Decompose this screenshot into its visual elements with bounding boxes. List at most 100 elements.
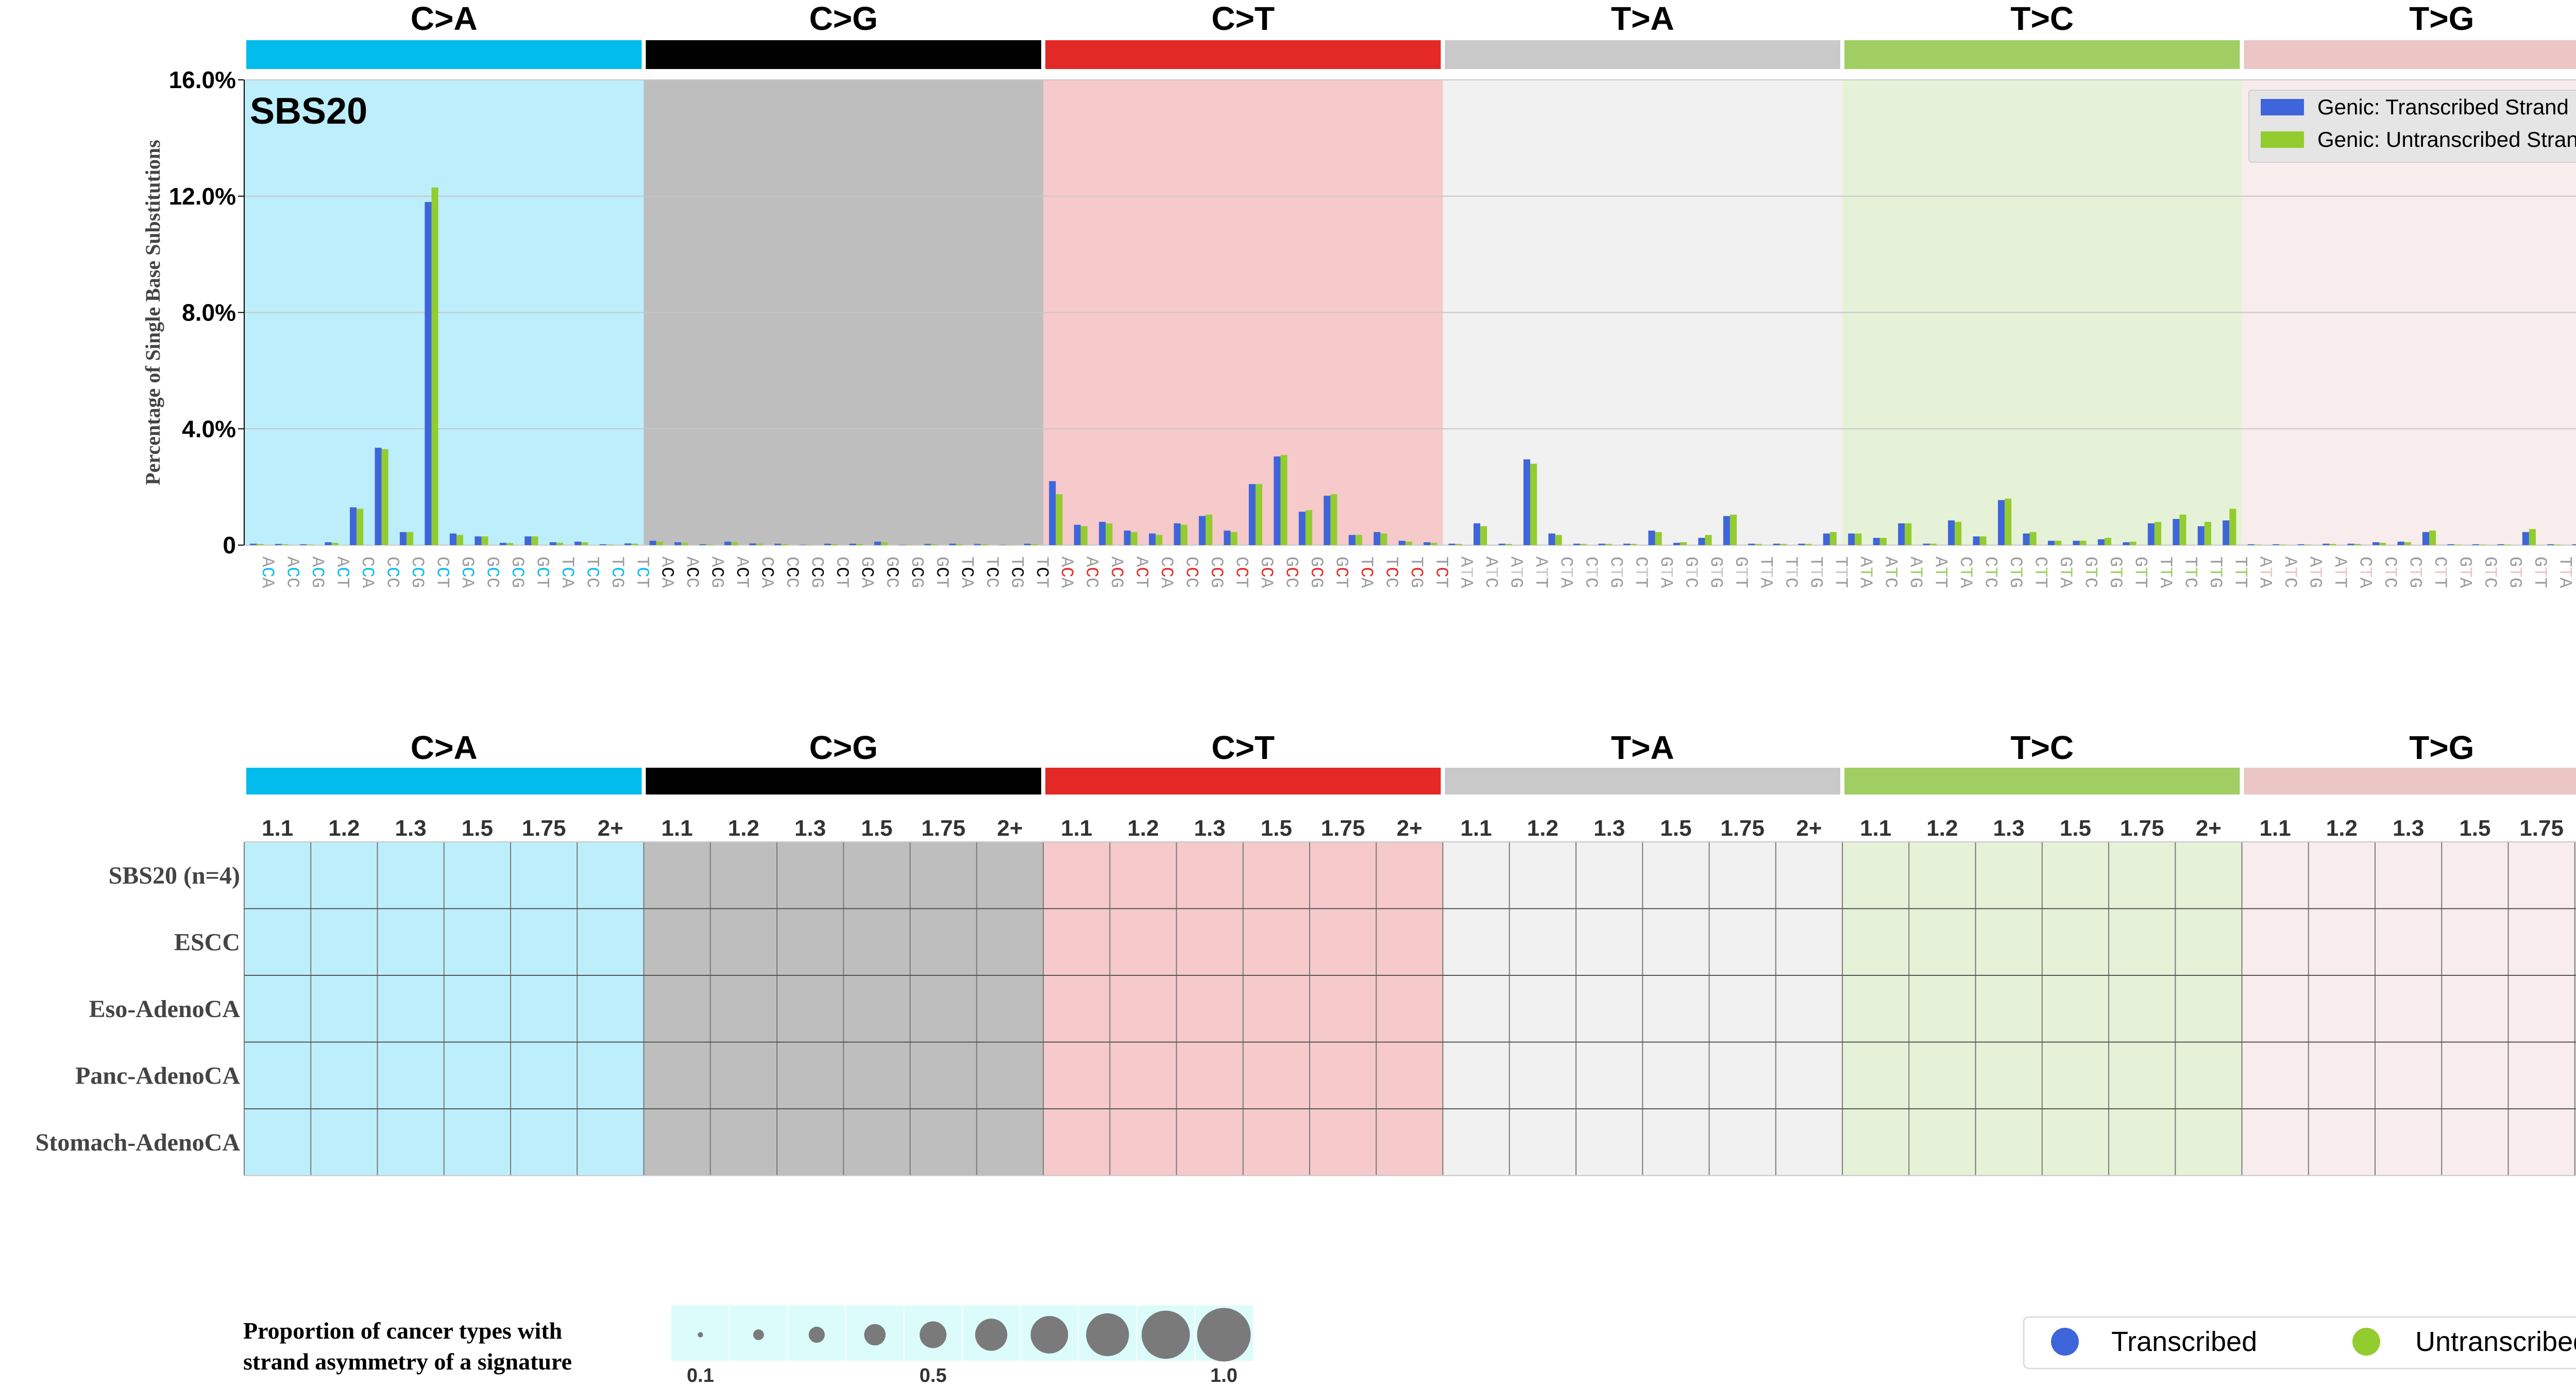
context-letter: A (2255, 556, 2275, 567)
context-letter: A (557, 578, 577, 588)
context-letter: C (1556, 556, 1575, 567)
context-letter: C (1331, 567, 1350, 577)
context-letter: C (1980, 578, 2000, 588)
bar-transcribed (1648, 530, 1655, 545)
bar-transcribed (2323, 544, 2330, 545)
context-tick-label: GTG (2504, 556, 2524, 588)
bar-transcribed (1398, 540, 1405, 545)
bar-untranscribed (2005, 498, 2012, 545)
size-legend-label: 0.1 (687, 1365, 714, 1386)
ratio-label: 1.2 (1926, 816, 1958, 841)
context-tick-label: ATG (1905, 556, 1925, 588)
context-letter: C (2355, 556, 2375, 567)
context-tick-label: GCT (532, 556, 551, 588)
class-header-label-4: T>A (1611, 0, 1674, 37)
bar-transcribed (1973, 536, 1980, 545)
context-letter: T (1755, 556, 1775, 567)
bar-transcribed (1748, 544, 1755, 545)
context-letter: T (1781, 567, 1800, 577)
ratio-label: 1.5 (1660, 816, 1691, 841)
ratio-label: 1.2 (328, 816, 360, 841)
context-tick-label: ATG (1506, 556, 1526, 588)
context-letter: C (782, 567, 801, 577)
context-letter: C (1256, 567, 1276, 577)
ratio-label: 2+ (598, 816, 623, 841)
context-letter: T (2380, 567, 2399, 577)
context-tick-label: TTA (2554, 556, 2574, 588)
row-label: Stomach-AdenoCA (36, 1129, 241, 1156)
bar-untranscribed (2179, 514, 2187, 545)
ratio-label: 1.75 (921, 816, 965, 841)
bar-untranscribed (257, 544, 264, 545)
context-letter: C (382, 556, 402, 567)
context-tick-label: ACC (1081, 556, 1101, 588)
context-letter: G (607, 578, 626, 588)
y-tick-label: 16.0% (169, 66, 236, 93)
size-legend-circle (1030, 1316, 1069, 1354)
context-tick-label: CCT (432, 556, 452, 588)
context-letter: T (2230, 578, 2249, 588)
context-letter: T (2430, 578, 2449, 588)
series-legend-label-1: Genic: Transcribed Strand (2317, 95, 2569, 119)
context-letter: G (2205, 578, 2225, 588)
context-letter: T (1356, 556, 1376, 567)
bar-untranscribed (1630, 544, 1637, 545)
bar-transcribed (1174, 523, 1181, 545)
grid-class-bar-1 (246, 768, 642, 795)
bar-transcribed (624, 543, 632, 545)
bar-untranscribed (956, 544, 963, 545)
context-letter: T (2130, 567, 2149, 577)
context-letter: C (807, 556, 826, 567)
bar-transcribed (874, 542, 881, 545)
context-tick-label: TCT (632, 556, 651, 588)
context-letter: T (2230, 556, 2249, 567)
context-letter: A (282, 556, 302, 567)
context-tick-label: CTG (2405, 556, 2425, 588)
context-tick-label: GTT (1731, 556, 1750, 588)
context-letter: T (1581, 567, 1600, 577)
context-letter: T (956, 556, 976, 567)
size-legend-circle (975, 1319, 1008, 1351)
context-letter: A (1156, 578, 1176, 588)
context-tick-label: CTC (2380, 556, 2399, 588)
context-tick-label: TCA (557, 556, 577, 588)
context-letter: G (1606, 578, 1625, 588)
bar-untranscribed (1780, 544, 1787, 545)
grid-class-label-1: C>A (411, 729, 478, 766)
bar-transcribed (1523, 459, 1531, 545)
context-letter: T (2155, 567, 2175, 577)
strand-legend-frame (2023, 1316, 2576, 1370)
ratio-label: 1.1 (262, 816, 293, 841)
context-letter: G (307, 578, 327, 588)
context-tick-label: TCT (1431, 556, 1450, 588)
context-tick-label: ATT (1531, 556, 1550, 588)
bar-untranscribed (2354, 544, 2361, 545)
context-letter: C (882, 567, 901, 577)
context-tick-label: GTC (1681, 556, 1700, 588)
context-tick-label: ACA (257, 556, 277, 588)
context-letter: C (582, 567, 601, 577)
context-tick-label: TTT (2230, 556, 2249, 588)
context-letter: G (1655, 556, 1675, 567)
context-letter: C (332, 567, 352, 577)
ratio-label: 1.3 (2393, 816, 2424, 841)
bar-transcribed (2472, 544, 2479, 545)
context-tick-label: CCT (1231, 556, 1251, 588)
bar-transcribed (250, 544, 257, 545)
context-letter: C (782, 556, 801, 567)
context-letter: C (1281, 567, 1300, 577)
bar-untranscribed (856, 544, 863, 545)
context-letter: C (2080, 578, 2099, 588)
transcribed-legend-marker (2051, 1328, 2079, 1356)
context-letter: C (1181, 556, 1201, 567)
context-letter: T (732, 578, 751, 588)
ratio-label: 1.2 (2326, 816, 2358, 841)
context-letter: T (1431, 556, 1450, 567)
y-tick-label: 0 (223, 532, 236, 559)
context-letter: T (2180, 567, 2199, 577)
bar-transcribed (2522, 532, 2529, 545)
bar-transcribed (699, 544, 706, 545)
context-letter: C (482, 578, 501, 588)
context-tick-label: TCC (582, 556, 601, 588)
